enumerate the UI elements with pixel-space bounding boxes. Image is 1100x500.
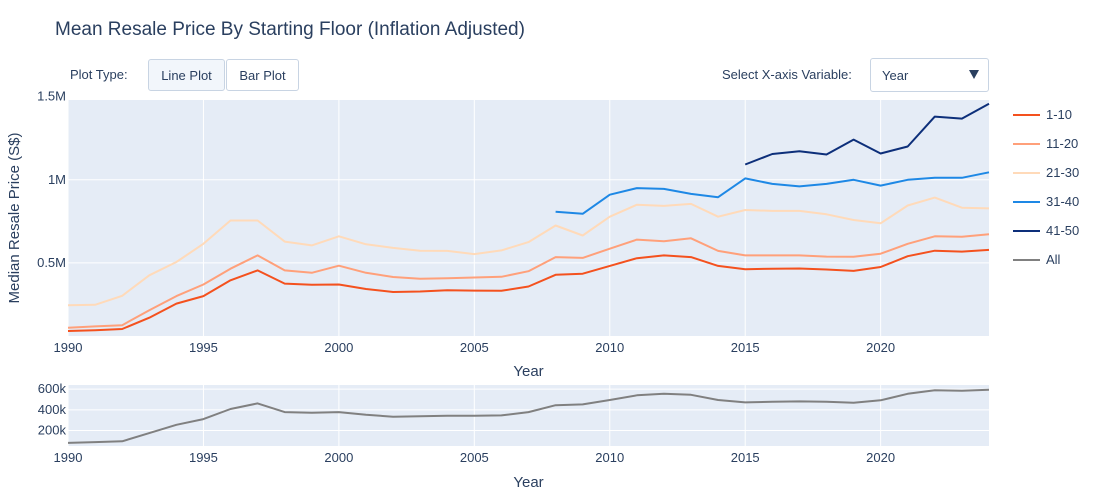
x-axis-variable-select[interactable]: Year	[870, 58, 989, 92]
range-x-tick-label: 2015	[731, 450, 760, 465]
bar-plot-button[interactable]: Bar Plot	[226, 59, 299, 91]
main-y-axis-label: Median Resale Price (S$)	[6, 133, 23, 304]
main-series-line-11-20	[67, 233, 990, 329]
main-y-tick-label: 1M	[48, 172, 66, 187]
main-series-line-41-50	[744, 102, 990, 166]
main-x-tick-label: 2010	[595, 340, 624, 355]
range-x-tick-label: 1990	[54, 450, 83, 465]
main-y-tick-label: 0.5M	[37, 255, 66, 270]
range-x-tick-label: 2005	[460, 450, 489, 465]
range-series-line-All	[67, 388, 990, 444]
main-x-tick-label: 2000	[324, 340, 353, 355]
main-y-tick-label: 1.5M	[37, 89, 66, 104]
legend-label-11-20: 11-20	[1046, 136, 1078, 151]
main-x-tick-label: 2020	[866, 340, 895, 355]
legend-label-All: All	[1046, 252, 1061, 267]
legend-label-41-50: 41-50	[1046, 223, 1079, 238]
chevron-down-icon	[969, 70, 979, 79]
range-y-tick-label: 400k	[38, 402, 67, 417]
x-axis-variable-value: Year	[882, 68, 909, 83]
range-x-tick-label: 2020	[866, 450, 895, 465]
range-plot-background	[68, 385, 989, 446]
range-x-tick-label: 1995	[189, 450, 218, 465]
main-x-tick-label: 1990	[54, 340, 83, 355]
main-x-tick-label: 2015	[731, 340, 760, 355]
main-series-line-21-30	[67, 196, 990, 307]
legend-label-1-10: 1-10	[1046, 107, 1072, 122]
line-plot-button[interactable]: Line Plot	[148, 59, 225, 91]
range-x-tick-label: 2000	[324, 450, 353, 465]
range-y-tick-label: 600k	[38, 381, 67, 396]
main-x-tick-label: 1995	[189, 340, 218, 355]
range-y-tick-label: 200k	[38, 422, 67, 437]
main-plot-background	[68, 100, 989, 336]
x-axis-variable-label: Select X-axis Variable:	[722, 67, 852, 82]
main-x-axis-label: Year	[513, 363, 543, 380]
range-x-tick-label: 2010	[595, 450, 624, 465]
chart-title: Mean Resale Price By Starting Floor (Inf…	[55, 19, 525, 40]
main-series-line-31-40	[555, 171, 990, 215]
plot-type-label: Plot Type:	[70, 67, 128, 82]
main-x-tick-label: 2005	[460, 340, 489, 355]
legend-label-21-30: 21-30	[1046, 165, 1079, 180]
main-series-line-1-10	[67, 248, 990, 332]
range-x-axis-label: Year	[513, 474, 543, 491]
legend-label-31-40: 31-40	[1046, 194, 1079, 209]
